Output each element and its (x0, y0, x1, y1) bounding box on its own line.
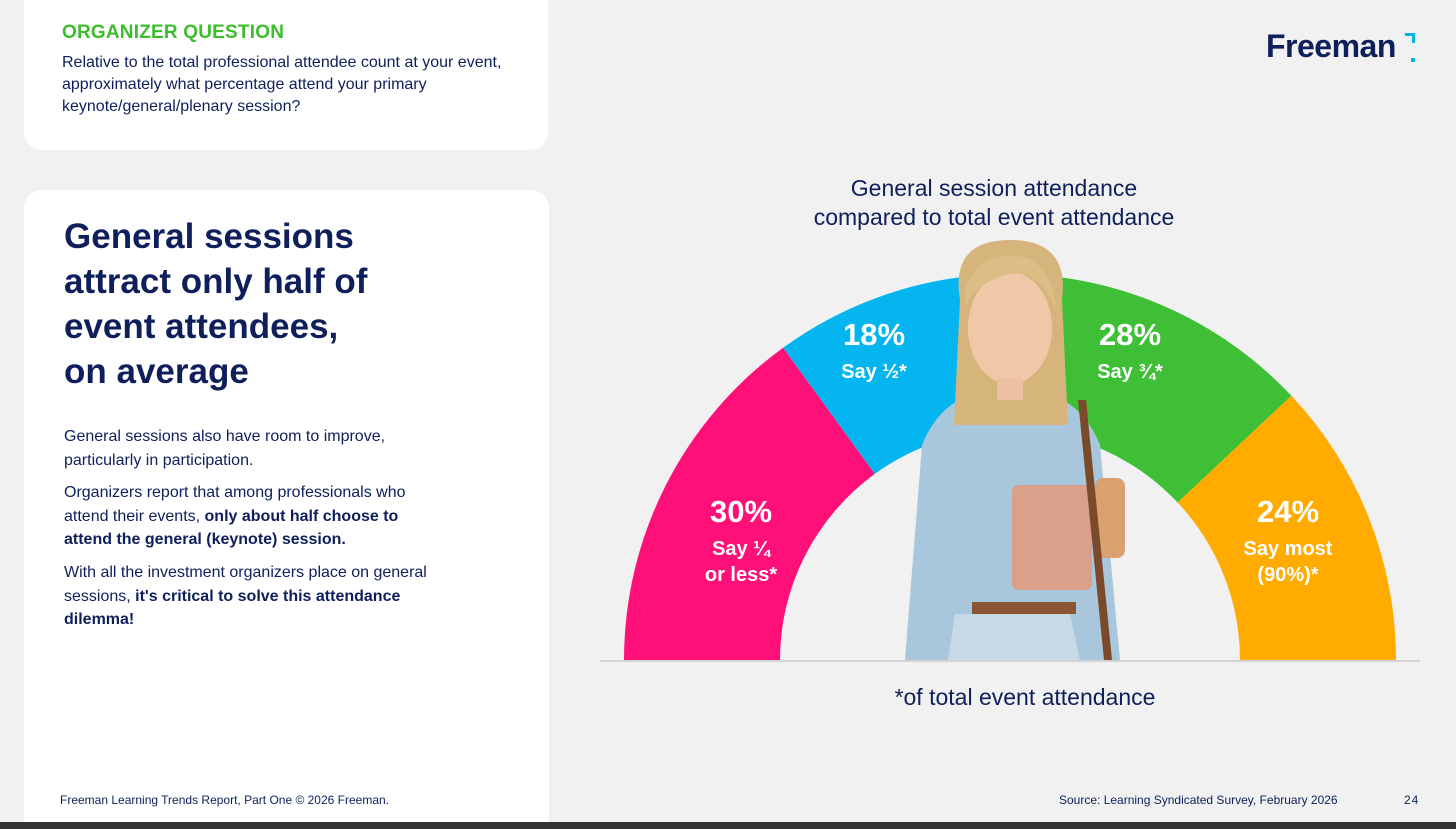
segment-value-label: 30% (710, 494, 772, 529)
segment-category-label: or less* (705, 564, 777, 586)
headline-line: on average (64, 352, 249, 391)
segment-category-label: Say ¼ (712, 538, 772, 560)
bottom-bar (0, 822, 1456, 829)
segment-value-label: 24% (1257, 494, 1319, 529)
body-paragraph-3-text: With all the investment organizers place… (64, 564, 427, 605)
segment-value-label: 28% (1099, 317, 1161, 352)
summary-card (24, 190, 549, 829)
gauge-segment-4 (1177, 395, 1396, 660)
headline-line: General sessions (64, 217, 354, 256)
gauge-segment-1 (624, 347, 875, 660)
body-paragraph-1: General sessions also have room to impro… (64, 428, 386, 469)
question-label: ORGANIZER QUESTION (62, 22, 285, 43)
headline-line: attract only half of (64, 262, 368, 301)
chart-title-line: compared to total event attendance (813, 204, 1175, 230)
body-paragraph-2-text: Organizers report that among professiona… (64, 484, 406, 525)
segment-category-label: Say ½* (841, 361, 907, 383)
page-number: 24 (1404, 793, 1420, 807)
body-paragraph-2: Organizers report that among professiona… (64, 481, 444, 552)
chart-footnote: *of total event attendance (894, 684, 1156, 710)
headline-line: event attendees, (64, 307, 339, 346)
attendance-gauge-chart: 30% Say ¼ or less* 18% Say ½* 28% Say ¾* 24% Say… (600, 240, 1420, 662)
segment-category-label: Say ¾* (1097, 361, 1163, 383)
segment-category-label: (90%)* (1257, 564, 1318, 586)
segment-value-label: 18% (843, 317, 905, 352)
question-text: Relative to the total professional atten… (62, 54, 502, 115)
chart-title-line: General session attendance (850, 175, 1138, 201)
freeman-logo: Freeman (1266, 28, 1396, 64)
person-illustration (905, 240, 1125, 660)
organizer-question-card (24, 0, 548, 150)
logo-corner-mark-icon (1405, 33, 1415, 43)
footer-copyright: Freeman Learning Trends Report, Part One… (60, 793, 390, 807)
segment-category-label: Say most (1244, 538, 1333, 560)
footer-source: Source: Learning Syndicated Survey, Febr… (1059, 793, 1338, 807)
body-paragraph-3: With all the investment organizers place… (64, 561, 444, 632)
logo-dot-icon (1411, 58, 1415, 62)
chart-title: General session attendance compared to t… (774, 174, 1214, 232)
headline: General sessions attract only half of ev… (64, 214, 464, 394)
body-paragraph-2-emphasis: only about half choose to attend the gen… (64, 507, 399, 549)
body-paragraph-3-emphasis: it's critical to solve this attendance d… (64, 587, 401, 629)
